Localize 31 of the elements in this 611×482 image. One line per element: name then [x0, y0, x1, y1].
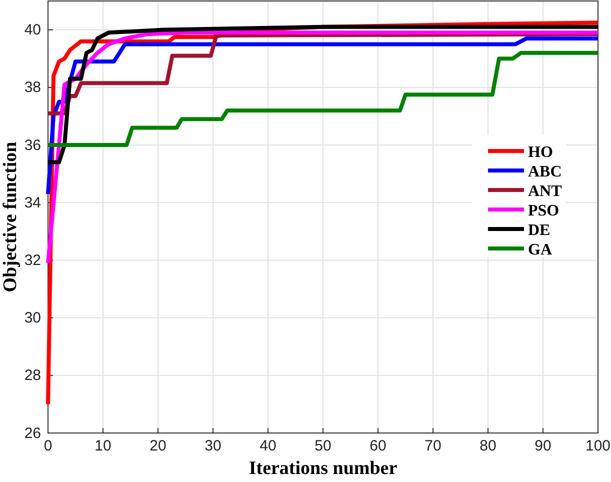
x-tick-label: 80 — [480, 438, 496, 455]
y-tick-label: 26 — [24, 424, 41, 442]
x-tick-label: 0 — [44, 438, 52, 455]
legend-label: ANT — [528, 183, 562, 200]
x-tick-label: 10 — [94, 438, 112, 455]
legend-label: PSO — [528, 202, 560, 220]
legend-label: GA — [528, 242, 552, 258]
legend-label: DE — [528, 222, 550, 239]
x-tick-label: 100 — [585, 438, 611, 455]
legend-label: HO — [528, 144, 553, 161]
x-tick-label: 60 — [370, 438, 386, 455]
line-series — [46, 50, 600, 147]
line-series — [46, 24, 600, 164]
y-tick-label: 34 — [24, 194, 41, 212]
x-tick-label: 90 — [534, 438, 552, 455]
y-tick-label: 40 — [24, 22, 41, 39]
y-tick-label: 38 — [24, 79, 41, 96]
x-tick-label: 30 — [204, 438, 222, 455]
y-tick-label: 30 — [24, 310, 41, 327]
y-axis-title: Objective function — [0, 141, 21, 292]
x-tick-label: 40 — [260, 438, 276, 455]
x-tick-label: 20 — [150, 438, 166, 455]
y-tick-label: 36 — [24, 136, 41, 154]
y-tick-label: 28 — [24, 367, 41, 384]
line-series — [46, 30, 600, 266]
legend-label: ABC — [528, 164, 562, 180]
x-tick-label: 50 — [314, 438, 332, 455]
line-series — [46, 36, 600, 196]
x-axis-title: Iterations number — [248, 458, 398, 479]
y-tick-label: 32 — [24, 252, 41, 269]
x-tick-label: 70 — [424, 438, 442, 455]
